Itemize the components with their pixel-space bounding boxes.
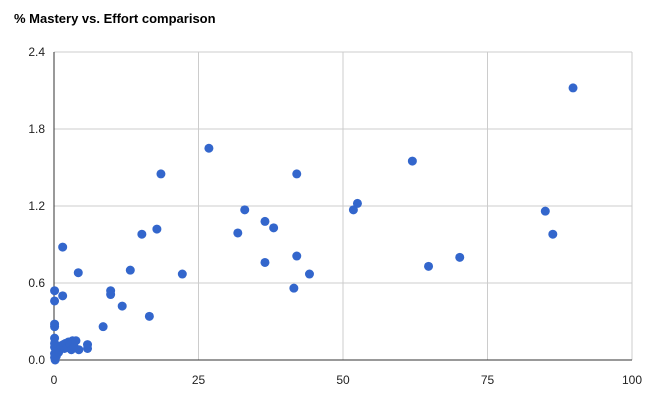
data-point[interactable] <box>106 290 116 300</box>
data-point[interactable] <box>292 251 302 261</box>
data-point[interactable] <box>204 143 214 153</box>
data-point[interactable] <box>289 283 299 293</box>
data-point[interactable] <box>98 322 108 332</box>
data-point[interactable] <box>58 242 68 252</box>
y-tick-label: 0.6 <box>28 276 45 290</box>
data-point[interactable] <box>71 336 81 346</box>
x-tick-label: 25 <box>192 373 206 387</box>
y-tick-label: 2.4 <box>28 45 45 59</box>
x-tick-label: 75 <box>481 373 495 387</box>
data-point[interactable] <box>74 345 84 355</box>
data-point[interactable] <box>407 156 417 166</box>
data-point[interactable] <box>50 322 60 332</box>
data-point[interactable] <box>152 224 162 234</box>
data-point[interactable] <box>548 229 558 239</box>
x-tick-label: 100 <box>622 373 642 387</box>
data-point[interactable] <box>260 257 270 267</box>
data-point[interactable] <box>144 311 154 321</box>
y-tick-label: 0.0 <box>28 353 45 367</box>
data-point[interactable] <box>424 261 434 271</box>
data-point[interactable] <box>156 169 166 179</box>
data-point[interactable] <box>73 268 83 278</box>
data-point[interactable] <box>58 291 68 301</box>
chart-title: % Mastery vs. Effort comparison <box>14 11 216 26</box>
data-point[interactable] <box>540 206 550 216</box>
data-point[interactable] <box>83 343 93 353</box>
data-point[interactable] <box>269 223 279 233</box>
data-point[interactable] <box>50 296 60 306</box>
data-point[interactable] <box>455 252 465 262</box>
data-point[interactable] <box>568 83 578 93</box>
data-point[interactable] <box>50 286 60 296</box>
data-point[interactable] <box>304 269 314 279</box>
data-point[interactable] <box>233 228 243 238</box>
data-point[interactable] <box>260 216 270 226</box>
data-point[interactable] <box>352 198 362 208</box>
y-tick-label: 1.2 <box>28 199 45 213</box>
data-point[interactable] <box>117 301 127 311</box>
data-point[interactable] <box>292 169 302 179</box>
data-point[interactable] <box>137 229 147 239</box>
x-tick-label: 0 <box>51 373 58 387</box>
data-point[interactable] <box>177 269 187 279</box>
data-point[interactable] <box>125 265 135 275</box>
data-point[interactable] <box>348 205 358 215</box>
data-point[interactable] <box>240 205 250 215</box>
x-tick-label: 50 <box>336 373 350 387</box>
y-tick-label: 1.8 <box>28 122 45 136</box>
